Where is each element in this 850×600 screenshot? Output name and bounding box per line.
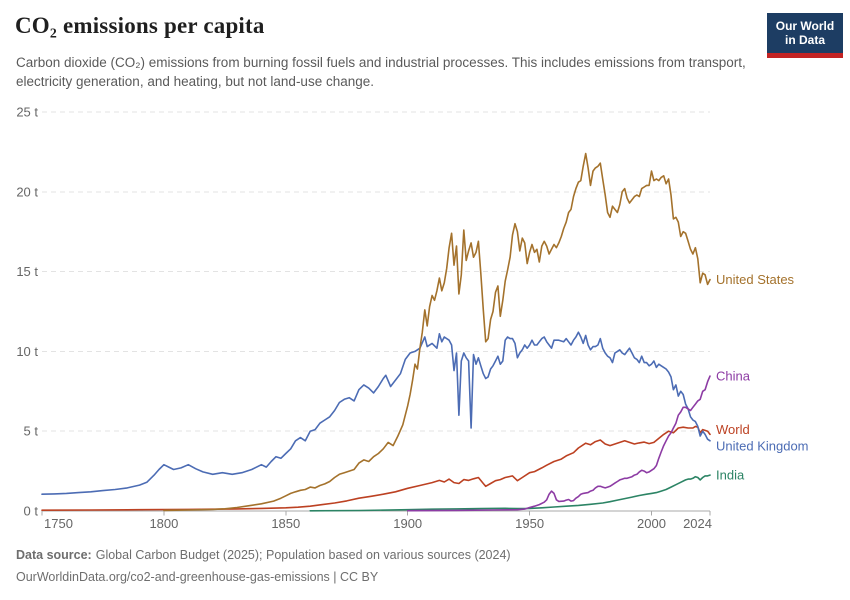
- x-tick-label: 1950: [515, 516, 544, 531]
- x-tick-label: 1850: [271, 516, 300, 531]
- series-label-united-states[interactable]: United States: [716, 272, 795, 287]
- series-label-china[interactable]: China: [716, 369, 751, 384]
- y-tick-label: 10 t: [16, 344, 38, 359]
- series-line-world[interactable]: [41, 425, 711, 511]
- owid-logo[interactable]: Our World in Data: [767, 13, 843, 58]
- data-source-label: Data source:: [16, 548, 92, 562]
- chart-title: CO₂ emissions per capita: [15, 13, 265, 38]
- series-label-united-kingdom[interactable]: United Kingdom: [716, 438, 809, 453]
- y-tick-label: 25 t: [16, 105, 38, 120]
- y-tick-label: 20 t: [16, 184, 38, 199]
- logo-line-1: Our World: [775, 19, 835, 33]
- license-line[interactable]: OurWorldinData.org/co2-and-greenhouse-ga…: [16, 569, 379, 584]
- x-tick-label: 1750: [44, 516, 73, 531]
- x-tick-label: 1900: [393, 516, 422, 531]
- series-label-world[interactable]: World: [716, 422, 750, 437]
- series-line-china[interactable]: [406, 375, 711, 512]
- logo-accent-strip: [767, 53, 843, 58]
- series-line-united-kingdom[interactable]: [41, 331, 711, 495]
- chart-footer: Data source: Global Carbon Budget (2025);…: [16, 545, 511, 588]
- y-tick-label: 0 t: [24, 504, 39, 519]
- data-source-text: Global Carbon Budget (2025); Population …: [95, 548, 511, 562]
- y-tick-label: 5 t: [24, 424, 39, 439]
- y-tick-label: 15 t: [16, 264, 38, 279]
- x-tick-label: 2024: [683, 516, 712, 531]
- data-source-line: Data source: Global Carbon Budget (2025);…: [16, 545, 511, 567]
- logo-line-2: in Data: [784, 33, 825, 47]
- series-line-india[interactable]: [309, 474, 711, 512]
- x-tick-label: 1800: [149, 516, 178, 531]
- x-tick-label: 2000: [637, 516, 666, 531]
- series-label-india[interactable]: India: [716, 468, 745, 483]
- series-line-united-states[interactable]: [163, 152, 711, 512]
- chart-subtitle: Carbon dioxide (CO₂) emissions from burn…: [16, 55, 746, 89]
